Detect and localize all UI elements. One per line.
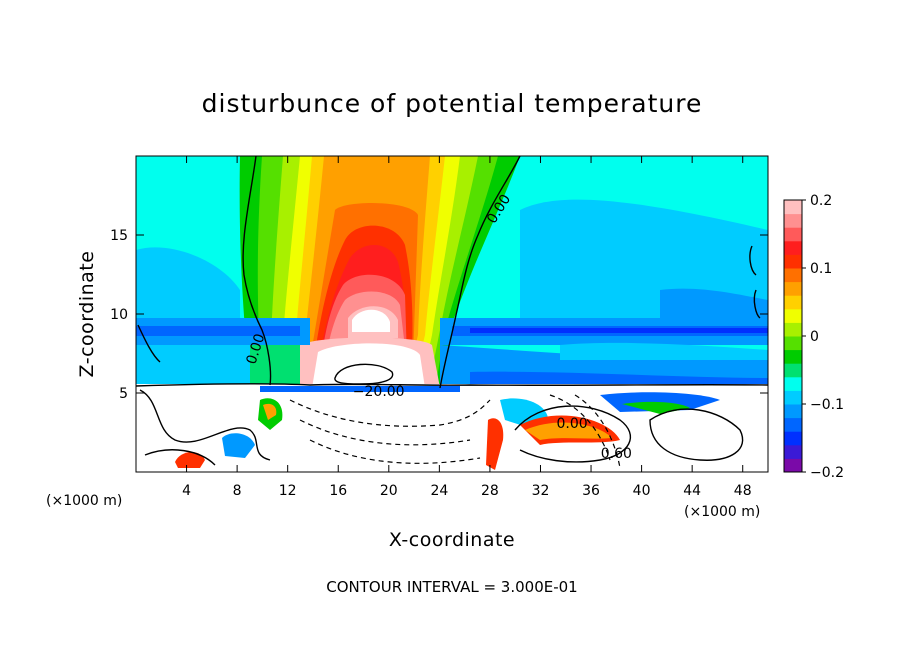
inversion-band-deep [470, 328, 768, 333]
colorbar-swatch [784, 417, 802, 432]
contour-blob-right2 [649, 408, 744, 461]
colorbar-swatch [784, 376, 802, 391]
contour-blob-left [139, 389, 271, 461]
dashed-contour-1 [289, 399, 491, 427]
dashed-contour-2 [299, 419, 471, 446]
x-unit-right: (×1000 m) [684, 504, 760, 520]
colorbar-label: −0.1 [810, 397, 844, 413]
colorbar-label: 0.2 [810, 193, 832, 209]
contour-label: 0.60 [601, 446, 632, 462]
colorbar-label: 0 [810, 329, 819, 345]
contour-blob-left2 [144, 449, 216, 466]
plume-core [352, 309, 390, 332]
contour-zero-right [439, 156, 521, 389]
colorbar-label: 0.1 [810, 261, 832, 277]
contour-edge-right [749, 245, 757, 276]
contour-blob-right [514, 405, 632, 463]
mid-cyan-right [560, 342, 768, 360]
blob-left-orange [263, 403, 277, 420]
x-axis-label: X-coordinate [389, 529, 515, 551]
x-tick-label: 12 [279, 483, 297, 499]
colorbar-swatch [784, 363, 802, 378]
x-tick-label: 32 [532, 483, 550, 499]
colorbar-swatch [784, 227, 802, 242]
colorbar-swatch [784, 308, 802, 323]
colorbar-swatch [784, 404, 802, 419]
colorbar-swatch [784, 336, 802, 351]
x-tick-label: 8 [233, 483, 242, 499]
colorbar-swatch [784, 200, 802, 215]
mid-dark-right [470, 371, 768, 388]
contour-edge-left [137, 324, 161, 363]
y-tick-label: 15 [110, 228, 128, 244]
blob-left-red [175, 451, 205, 468]
lower-green-left [250, 345, 300, 388]
contour-core [334, 363, 394, 385]
colorbar-swatch [784, 431, 802, 446]
chart-title: disturbunce of potential temperature [202, 89, 703, 118]
x-tick-label: 48 [734, 483, 752, 499]
colorbar-swatch [784, 295, 802, 310]
colorbar-swatch [784, 390, 802, 405]
contour-inversion [136, 383, 768, 387]
x-tick-label: 16 [329, 483, 347, 499]
colorbar-swatch [784, 281, 802, 296]
contour-zero-left [242, 156, 272, 386]
colorbar-label: −0.2 [810, 465, 844, 481]
y-tick-label: 10 [110, 307, 128, 323]
x-tick-label: 36 [582, 483, 600, 499]
blob-right-orange [525, 422, 612, 440]
x-tick-label: 40 [633, 483, 651, 499]
colorbar-swatch [784, 322, 802, 337]
x-tick-label: 44 [683, 483, 701, 499]
colorbar-swatch [784, 458, 802, 473]
colorbar-swatch [784, 444, 802, 459]
x-tick-label: 24 [430, 483, 448, 499]
colorbar-swatch [784, 254, 802, 269]
x-axis: 4 8 12 16 20 24 28 32 36 40 44 48 [182, 156, 752, 499]
contour-label: −20.00 [353, 384, 405, 400]
mid-blue-left [136, 345, 250, 388]
colorbar-swatch [784, 268, 802, 283]
y-tick-label: 5 [119, 386, 128, 402]
y-axis-label: Z-coordinate [76, 251, 98, 378]
blob-left-blue [222, 433, 255, 458]
dashed-contour-4 [549, 394, 611, 461]
dashed-contours [289, 394, 621, 469]
x-tick-label: 20 [380, 483, 398, 499]
colorbar-swatch [784, 213, 802, 228]
x-tick-label: 28 [481, 483, 499, 499]
boundary-blue-strip [260, 386, 460, 392]
plume-lower-core [312, 343, 425, 388]
field-blue-patch-left [136, 247, 240, 335]
boundary-layer [136, 384, 768, 472]
plot-area: 0.000.00−20.000.000.60 [136, 156, 768, 472]
contour-edge-right2 [753, 289, 761, 319]
contour-interval-note: CONTOUR INTERVAL = 3.000E-01 [326, 578, 577, 596]
contour-label-layer: 0.000.00−20.000.000.60 [244, 192, 632, 462]
colorbar: 0.2 0.1 0 −0.1 −0.2 [783, 193, 844, 481]
x-unit-left: (×1000 m) [46, 493, 122, 509]
colorbar-swatch [784, 349, 802, 364]
upper-field [136, 156, 768, 390]
contour-label: 0.00 [556, 416, 587, 432]
y-axis: 5 10 15 [110, 228, 768, 402]
colorbar-swatch [784, 240, 802, 255]
inversion-band-inner [136, 326, 300, 336]
x-tick-label: 4 [182, 483, 191, 499]
dashed-contour-3 [309, 439, 481, 464]
contour-lines [136, 156, 768, 466]
blob-mid-red [486, 418, 504, 470]
